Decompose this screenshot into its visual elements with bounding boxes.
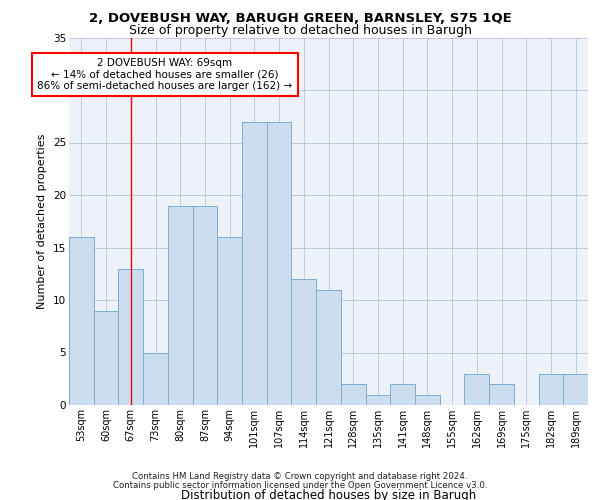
- Bar: [316, 290, 341, 405]
- Bar: [563, 374, 588, 405]
- Bar: [341, 384, 365, 405]
- Bar: [489, 384, 514, 405]
- Text: 2, DOVEBUSH WAY, BARUGH GREEN, BARNSLEY, S75 1QE: 2, DOVEBUSH WAY, BARUGH GREEN, BARNSLEY,…: [89, 12, 511, 26]
- Bar: [242, 122, 267, 405]
- Bar: [539, 374, 563, 405]
- Bar: [143, 352, 168, 405]
- Bar: [168, 206, 193, 405]
- Bar: [464, 374, 489, 405]
- Text: 2 DOVEBUSH WAY: 69sqm
← 14% of detached houses are smaller (26)
86% of semi-deta: 2 DOVEBUSH WAY: 69sqm ← 14% of detached …: [37, 58, 293, 91]
- Text: Contains HM Land Registry data © Crown copyright and database right 2024.: Contains HM Land Registry data © Crown c…: [132, 472, 468, 481]
- Bar: [292, 279, 316, 405]
- Text: Size of property relative to detached houses in Barugh: Size of property relative to detached ho…: [128, 24, 472, 37]
- Bar: [267, 122, 292, 405]
- X-axis label: Distribution of detached houses by size in Barugh: Distribution of detached houses by size …: [181, 489, 476, 500]
- Bar: [94, 310, 118, 405]
- Text: Contains public sector information licensed under the Open Government Licence v3: Contains public sector information licen…: [113, 481, 487, 490]
- Y-axis label: Number of detached properties: Number of detached properties: [37, 134, 47, 309]
- Bar: [415, 394, 440, 405]
- Bar: [365, 394, 390, 405]
- Bar: [217, 237, 242, 405]
- Bar: [118, 268, 143, 405]
- Bar: [390, 384, 415, 405]
- Bar: [69, 237, 94, 405]
- Bar: [193, 206, 217, 405]
